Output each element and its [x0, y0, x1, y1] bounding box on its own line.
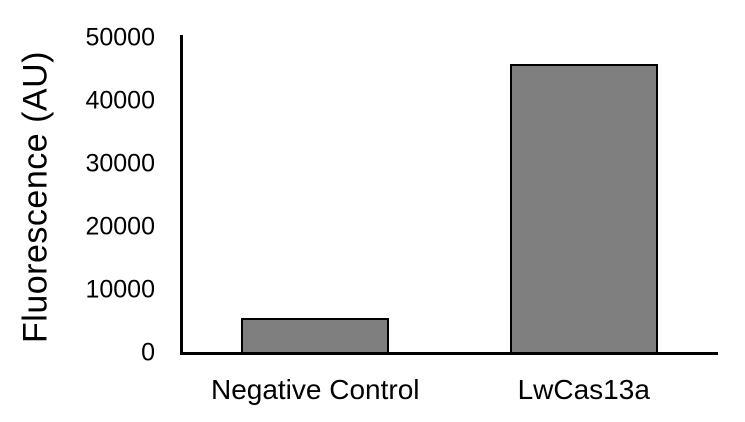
y-axis-line — [180, 35, 183, 355]
x-category-label: LwCas13a — [517, 374, 650, 405]
y-tick-label: 20000 — [85, 212, 155, 241]
x-category-label: Negative Control — [210, 374, 420, 405]
x-axis-line — [180, 352, 718, 355]
y-tick-label: 30000 — [85, 149, 155, 178]
y-tick-label: 40000 — [85, 86, 155, 115]
y-tick-label: 0 — [141, 338, 155, 367]
bar — [509, 64, 658, 355]
y-tick-label: 10000 — [85, 275, 155, 304]
bar — [241, 318, 390, 355]
y-tick-label: 50000 — [85, 23, 155, 52]
